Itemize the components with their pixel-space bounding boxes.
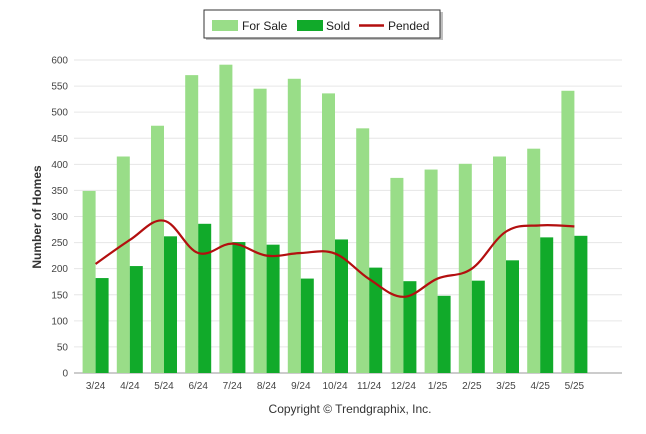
bar-for-sale xyxy=(356,128,370,373)
bar-for-sale xyxy=(390,177,404,373)
y-tick-label: 550 xyxy=(51,82,68,93)
legend-label-sold: Sold xyxy=(326,19,350,33)
bar-for-sale xyxy=(322,93,335,374)
x-tick-label: 3/25 xyxy=(496,381,516,392)
x-tick-label: 4/25 xyxy=(530,381,550,392)
y-tick-label: 150 xyxy=(51,290,68,301)
bar-for-sale xyxy=(561,90,575,374)
y-tick-label: 400 xyxy=(51,160,68,171)
bar-sold xyxy=(232,242,246,373)
bar-sold xyxy=(266,244,280,373)
bar-for-sale xyxy=(253,88,267,374)
y-tick-label: 350 xyxy=(51,186,68,197)
x-tick-label: 9/24 xyxy=(291,381,311,392)
x-tick-label: 8/24 xyxy=(257,381,277,392)
bar-sold xyxy=(369,267,383,373)
bar-sold xyxy=(95,278,109,373)
legend-swatch-for-sale xyxy=(212,20,238,31)
bar-for-sale xyxy=(151,125,164,373)
bar-for-sale xyxy=(82,190,96,373)
x-tick-label: 10/24 xyxy=(322,381,347,392)
x-tick-label: 6/24 xyxy=(188,381,208,392)
legend: For Sale Sold Pended xyxy=(203,9,443,40)
bar-sold xyxy=(437,295,451,373)
x-tick-label: 1/25 xyxy=(428,381,448,392)
y-tick-label: 500 xyxy=(51,108,68,119)
legend-label-pended: Pended xyxy=(388,19,429,33)
bar-sold xyxy=(540,237,554,373)
y-axis-ticks: 0 50 100 150 200 250 300 350 400 450 500 550 600 xyxy=(51,56,68,380)
y-tick-label: 200 xyxy=(51,264,68,275)
bar-sold xyxy=(198,223,212,373)
copyright-text: Copyright © Trendgraphix, Inc. xyxy=(269,402,432,416)
y-tick-label: 0 xyxy=(62,369,68,380)
bar-sold xyxy=(129,266,143,373)
x-tick-label: 12/24 xyxy=(391,381,416,392)
y-tick-label: 600 xyxy=(51,56,68,67)
bar-sold xyxy=(335,239,348,373)
bar-sold xyxy=(574,235,588,373)
bar-sold xyxy=(403,281,417,373)
legend-swatch-sold xyxy=(297,20,323,31)
bar-for-sale xyxy=(287,78,301,373)
y-tick-label: 100 xyxy=(51,316,68,327)
bar-sold xyxy=(506,260,519,373)
x-tick-label: 5/24 xyxy=(154,381,174,392)
bar-sold xyxy=(300,278,314,373)
x-tick-label: 3/24 xyxy=(86,381,106,392)
bar-for-sale xyxy=(185,75,199,374)
bar-for-sale xyxy=(219,64,233,373)
bar-for-sale xyxy=(458,163,472,373)
bar-for-sale xyxy=(493,156,506,373)
y-tick-label: 450 xyxy=(51,134,68,145)
x-axis-ticks: 3/24 4/24 5/24 6/24 7/24 8/24 9/24 10/24 11/24 12… xyxy=(86,381,585,392)
bar-for-sale xyxy=(116,156,130,373)
x-tick-label: 4/24 xyxy=(120,381,140,392)
y-tick-label: 50 xyxy=(57,342,69,353)
pended-line-group xyxy=(94,219,575,298)
x-tick-label: 5/25 xyxy=(565,381,585,392)
pended-line xyxy=(94,219,575,298)
bar-sold xyxy=(164,236,177,373)
x-tick-label: 7/24 xyxy=(223,381,243,392)
y-tick-label: 250 xyxy=(51,238,68,249)
y-axis-label: Number of Homes xyxy=(30,165,44,269)
x-tick-label: 2/25 xyxy=(462,381,482,392)
x-tick-label: 11/24 xyxy=(357,381,382,392)
bar-sold xyxy=(471,280,485,373)
bar-for-sale xyxy=(527,148,541,373)
y-tick-label: 300 xyxy=(51,212,68,223)
bars xyxy=(82,64,588,374)
legend-label-for-sale: For Sale xyxy=(242,19,288,33)
bar-for-sale xyxy=(424,169,438,373)
